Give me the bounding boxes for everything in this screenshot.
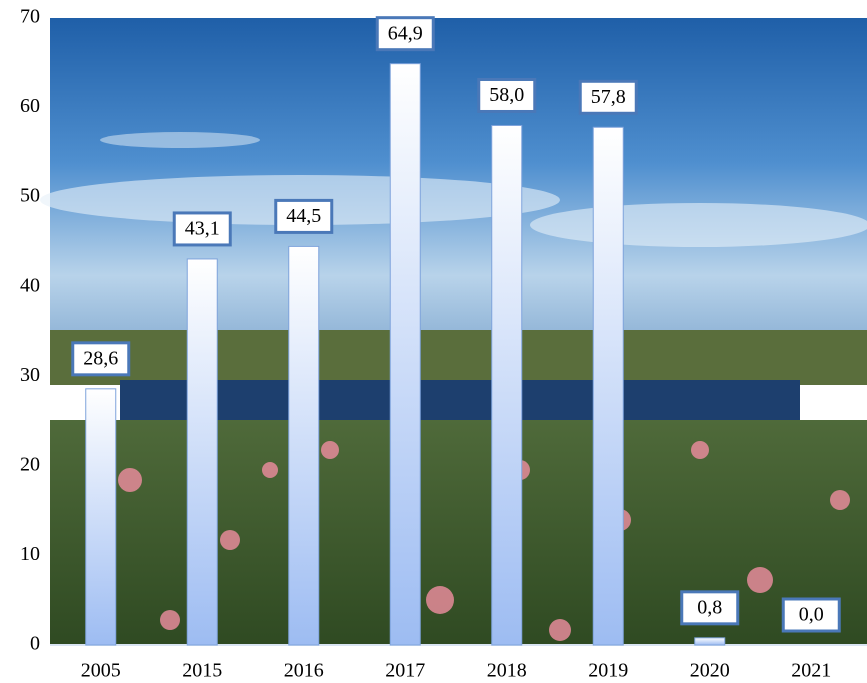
bar [85,388,117,646]
y-tick-label: 60 [20,95,40,117]
x-tick-label: 2017 [385,660,425,682]
y-tick-label: 20 [20,453,40,475]
value-label-box [172,211,232,247]
bar [491,124,523,646]
x-tick-label: 2018 [487,660,527,682]
x-tick-label: 2016 [284,660,324,682]
y-tick-label: 10 [20,543,40,565]
x-tick-label: 2021 [791,660,831,682]
value-label-box [578,79,638,115]
y-tick-label: 50 [20,185,40,207]
bar [186,258,218,646]
value-label-box [274,198,334,234]
value-label-box [680,590,740,626]
value-label: 43,1 [185,218,220,240]
x-tick-label: 2020 [690,660,730,682]
x-tick-label: 2015 [182,660,222,682]
value-label: 44,5 [286,205,321,227]
background-photo [40,18,867,645]
value-label-box [477,77,537,113]
value-label: 64,9 [388,22,423,44]
value-label-box [375,16,435,52]
value-label: 28,6 [83,347,118,369]
x-tick-label: 2005 [81,660,121,682]
y-tick-label: 70 [20,6,40,28]
y-tick-label: 30 [20,364,40,386]
value-label: 0,8 [697,596,722,618]
bar [288,245,320,646]
value-label: 0,0 [799,604,824,626]
value-label-box [781,597,841,633]
value-label: 57,8 [591,86,626,108]
bar [694,637,726,646]
y-tick-label: 40 [20,274,40,296]
value-label-box [71,341,131,377]
bar [389,63,421,646]
y-tick-label: 0 [30,633,40,655]
x-tick-label: 2019 [588,660,628,682]
bar [592,126,624,646]
value-label: 58,0 [489,84,524,106]
